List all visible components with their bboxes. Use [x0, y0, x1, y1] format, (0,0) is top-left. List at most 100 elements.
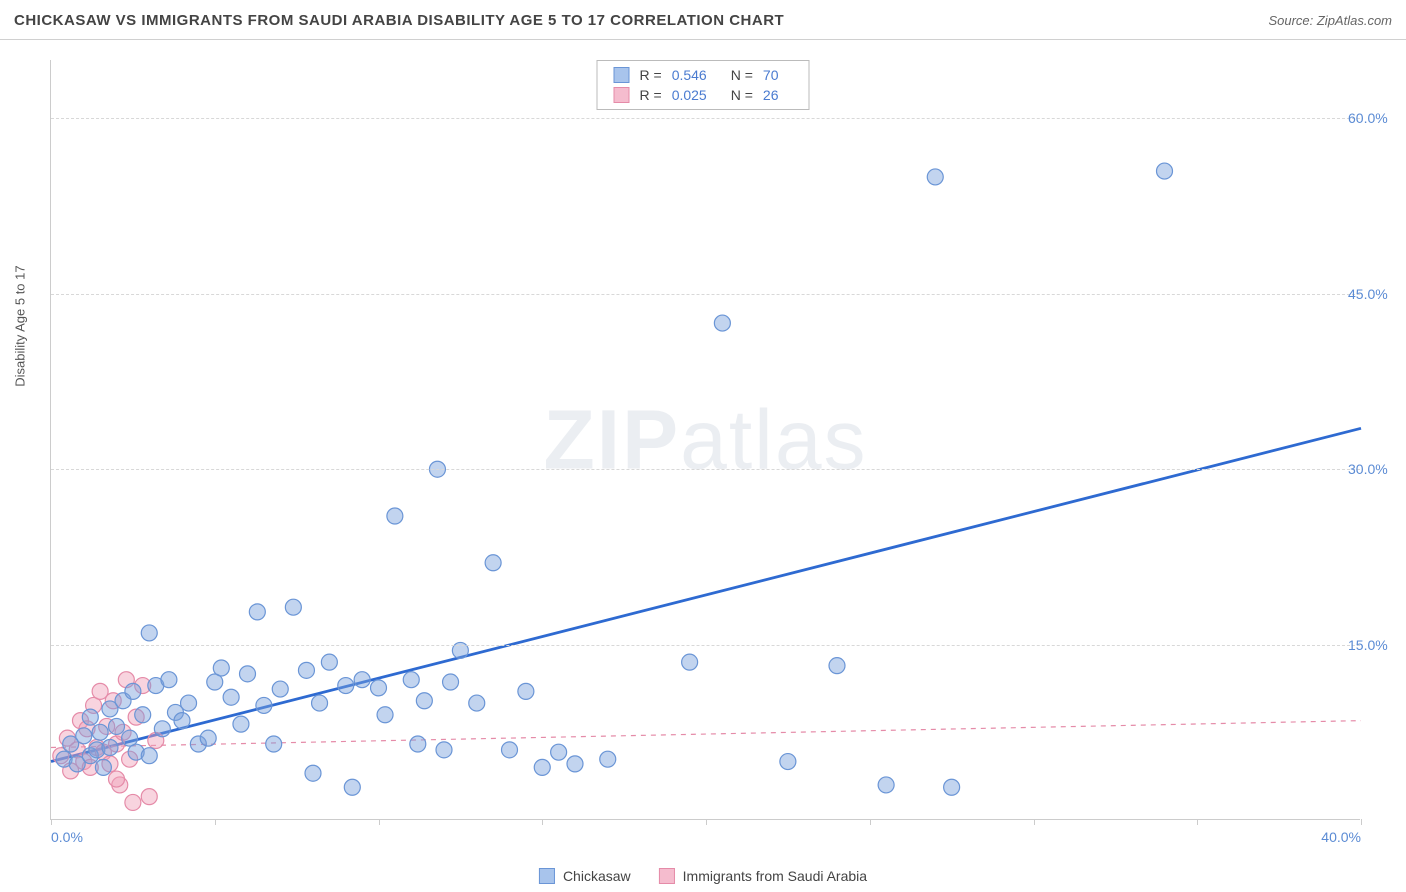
- n-value: 26: [763, 87, 779, 103]
- data-point: [141, 789, 157, 805]
- data-point: [174, 713, 190, 729]
- data-point: [321, 654, 337, 670]
- data-point: [76, 728, 92, 744]
- plot-region: ZIPatlas 15.0%30.0%45.0%60.0%0.0%40.0%: [50, 60, 1360, 820]
- data-point: [518, 683, 534, 699]
- plot-svg: [51, 60, 1360, 819]
- n-label: N =: [731, 67, 753, 83]
- r-value: 0.025: [672, 87, 707, 103]
- data-point: [223, 689, 239, 705]
- data-point: [249, 604, 265, 620]
- trend-line: [51, 428, 1361, 761]
- data-point: [436, 742, 452, 758]
- legend-label: Immigrants from Saudi Arabia: [683, 868, 867, 884]
- data-point: [780, 754, 796, 770]
- data-point: [927, 169, 943, 185]
- data-point: [600, 751, 616, 767]
- data-point: [371, 680, 387, 696]
- data-point: [233, 716, 249, 732]
- xtick-label: 0.0%: [51, 829, 83, 845]
- data-point: [1157, 163, 1173, 179]
- legend-item: Chickasaw: [539, 868, 631, 884]
- data-point: [82, 709, 98, 725]
- data-point: [944, 779, 960, 795]
- xtick: [1034, 819, 1035, 825]
- ytick-label: 45.0%: [1348, 286, 1406, 302]
- data-point: [714, 315, 730, 331]
- data-point: [125, 794, 141, 810]
- xtick: [51, 819, 52, 825]
- xtick-label: 40.0%: [1321, 829, 1361, 845]
- data-point: [285, 599, 301, 615]
- data-point: [95, 759, 111, 775]
- data-point: [200, 730, 216, 746]
- n-label: N =: [731, 87, 753, 103]
- xtick: [1197, 819, 1198, 825]
- legend-stats: R = 0.546 N = 70 R = 0.025 N = 26: [597, 60, 810, 110]
- data-point: [312, 695, 328, 711]
- data-point: [410, 736, 426, 752]
- data-point: [387, 508, 403, 524]
- data-point: [534, 759, 550, 775]
- xtick: [542, 819, 543, 825]
- n-value: 70: [763, 67, 779, 83]
- data-point: [272, 681, 288, 697]
- data-point: [416, 693, 432, 709]
- ytick-label: 30.0%: [1348, 461, 1406, 477]
- data-point: [135, 707, 151, 723]
- data-point: [551, 744, 567, 760]
- data-point: [305, 765, 321, 781]
- swatch-icon: [659, 868, 675, 884]
- data-point: [354, 672, 370, 688]
- chart-area: Disability Age 5 to 17 ZIPatlas 15.0%30.…: [50, 60, 1360, 820]
- ytick-label: 60.0%: [1348, 110, 1406, 126]
- chart-title: CHICKASAW VS IMMIGRANTS FROM SAUDI ARABI…: [14, 12, 784, 29]
- legend-stats-row: R = 0.546 N = 70: [614, 65, 793, 85]
- data-point: [469, 695, 485, 711]
- gridline: [51, 118, 1360, 119]
- r-label: R =: [640, 67, 662, 83]
- data-point: [161, 672, 177, 688]
- data-point: [125, 683, 141, 699]
- source-label: Source: ZipAtlas.com: [1268, 13, 1392, 28]
- data-point: [266, 736, 282, 752]
- data-point: [141, 625, 157, 641]
- data-point: [485, 555, 501, 571]
- legend-series: Chickasaw Immigrants from Saudi Arabia: [539, 868, 867, 884]
- data-point: [502, 742, 518, 758]
- data-point: [338, 678, 354, 694]
- ytick-label: 15.0%: [1348, 637, 1406, 653]
- data-point: [298, 662, 314, 678]
- data-point: [682, 654, 698, 670]
- data-point: [154, 721, 170, 737]
- xtick: [215, 819, 216, 825]
- data-point: [829, 658, 845, 674]
- header: CHICKASAW VS IMMIGRANTS FROM SAUDI ARABI…: [0, 0, 1406, 40]
- r-label: R =: [640, 87, 662, 103]
- legend-label: Chickasaw: [563, 868, 631, 884]
- data-point: [567, 756, 583, 772]
- data-point: [92, 724, 108, 740]
- swatch-icon: [614, 87, 630, 103]
- data-point: [403, 672, 419, 688]
- xtick: [379, 819, 380, 825]
- data-point: [443, 674, 459, 690]
- gridline: [51, 294, 1360, 295]
- data-point: [109, 718, 125, 734]
- swatch-icon: [614, 67, 630, 83]
- data-point: [213, 660, 229, 676]
- gridline: [51, 645, 1360, 646]
- data-point: [102, 740, 118, 756]
- r-value: 0.546: [672, 67, 707, 83]
- legend-stats-row: R = 0.025 N = 26: [614, 85, 793, 105]
- xtick: [870, 819, 871, 825]
- data-point: [344, 779, 360, 795]
- data-point: [878, 777, 894, 793]
- gridline: [51, 469, 1360, 470]
- data-point: [181, 695, 197, 711]
- data-point: [141, 748, 157, 764]
- data-point: [240, 666, 256, 682]
- xtick: [1361, 819, 1362, 825]
- data-point: [256, 697, 272, 713]
- legend-item: Immigrants from Saudi Arabia: [659, 868, 867, 884]
